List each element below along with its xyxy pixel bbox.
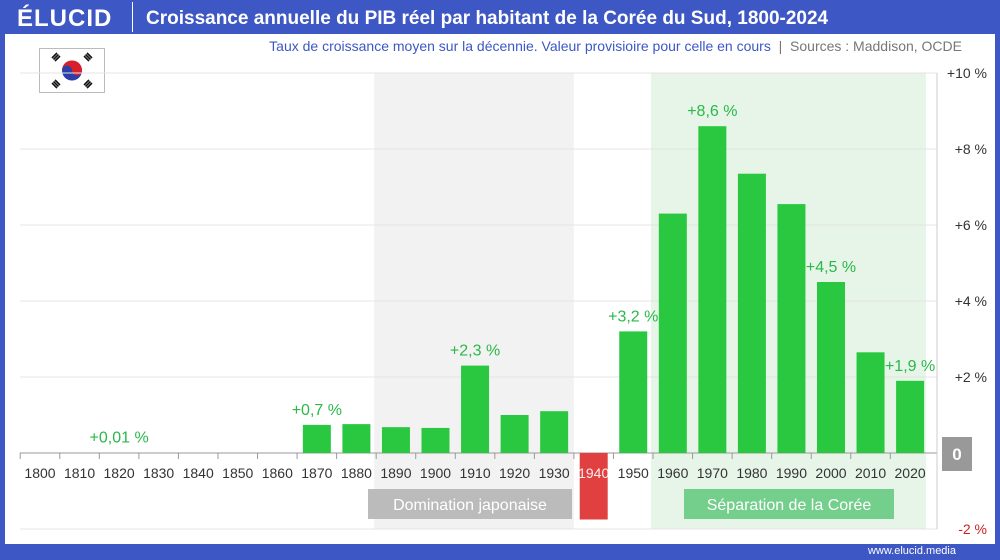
- x-tick-label: 1990: [776, 465, 807, 481]
- period-badge: [684, 489, 894, 519]
- data-label: +0,7 %: [292, 402, 342, 419]
- bar-1920: [500, 415, 529, 453]
- x-tick-label: 1930: [539, 465, 570, 481]
- y-tick-label: -2 %: [958, 521, 987, 537]
- x-tick-label: 1900: [420, 465, 451, 481]
- bar-2010: [856, 352, 885, 453]
- x-tick-label: 1870: [301, 465, 332, 481]
- bar-1940: [579, 453, 608, 520]
- logo: ÉLUCID: [17, 5, 113, 32]
- zero-badge: [942, 437, 972, 471]
- x-tick-label: 2010: [855, 465, 886, 481]
- bar-1960: [658, 213, 687, 453]
- x-tick-label: 1980: [736, 465, 767, 481]
- bar-1980: [737, 173, 766, 453]
- bar-1910: [461, 365, 490, 453]
- x-tick-label: 1910: [459, 465, 490, 481]
- bar-1990: [777, 204, 806, 453]
- footer-url[interactable]: www.elucid.media: [867, 545, 956, 557]
- y-tick-label: +10 %: [947, 65, 987, 81]
- x-tick-label: 2020: [895, 465, 926, 481]
- header: ÉLUCID Croissance annuelle du PIB réel p…: [0, 0, 1000, 34]
- x-tick-label: 1800: [24, 465, 55, 481]
- south-korea-flag-icon: [39, 48, 105, 93]
- period-label: Domination japonaise: [393, 497, 547, 514]
- bar-1930: [540, 411, 569, 453]
- period-badge: [368, 489, 572, 519]
- sources: Sources : Maddison, OCDE: [790, 38, 962, 54]
- bar-1950: [619, 331, 648, 453]
- y-tick-label: +4 %: [955, 293, 987, 309]
- x-tick-label: 1890: [380, 465, 411, 481]
- y-tick-label: +6 %: [955, 217, 987, 233]
- bar-1880: [342, 424, 371, 453]
- bar-1890: [381, 427, 410, 453]
- subtitle-separator: |: [778, 38, 783, 54]
- x-tick-label: 2000: [815, 465, 846, 481]
- bar-2000: [817, 282, 845, 453]
- data-label: +3,2 %: [608, 308, 658, 325]
- x-tick-label: 1950: [618, 465, 649, 481]
- bar-1900: [421, 427, 450, 453]
- x-tick-label: 1840: [183, 465, 214, 481]
- data-label: +0,01 %: [90, 430, 149, 447]
- period-label: Séparation de la Corée: [707, 497, 872, 514]
- x-tick-label: 1970: [697, 465, 728, 481]
- data-label: +4,5 %: [806, 259, 856, 276]
- subtitle: Taux de croissance moyen sur la décennie…: [269, 38, 962, 54]
- subtitle-text: Taux de croissance moyen sur la décennie…: [269, 38, 771, 54]
- x-tick-label: 1850: [222, 465, 253, 481]
- x-tick-label: 1960: [657, 465, 688, 481]
- x-tick-label: 1920: [499, 465, 530, 481]
- x-tick-label: 1880: [341, 465, 372, 481]
- chart-title: Croissance annuelle du PIB réel par habi…: [146, 8, 829, 29]
- x-tick-label: 1820: [104, 465, 135, 481]
- data-label: +8,6 %: [687, 103, 737, 120]
- x-tick-label: 1830: [143, 465, 174, 481]
- y-tick-label: 0: [952, 445, 961, 464]
- bar-1870: [302, 424, 331, 453]
- data-label: +1,9 %: [885, 358, 935, 375]
- y-tick-label: +2 %: [955, 369, 987, 385]
- x-tick-label: 1940: [578, 465, 609, 481]
- data-label: +2,3 %: [450, 343, 500, 360]
- divider: [132, 2, 133, 32]
- y-tick-label: +8 %: [955, 141, 987, 157]
- x-tick-label: 1810: [64, 465, 95, 481]
- bar-2020: [896, 380, 925, 453]
- bar-1970: [698, 126, 727, 453]
- x-tick-label: 1860: [262, 465, 293, 481]
